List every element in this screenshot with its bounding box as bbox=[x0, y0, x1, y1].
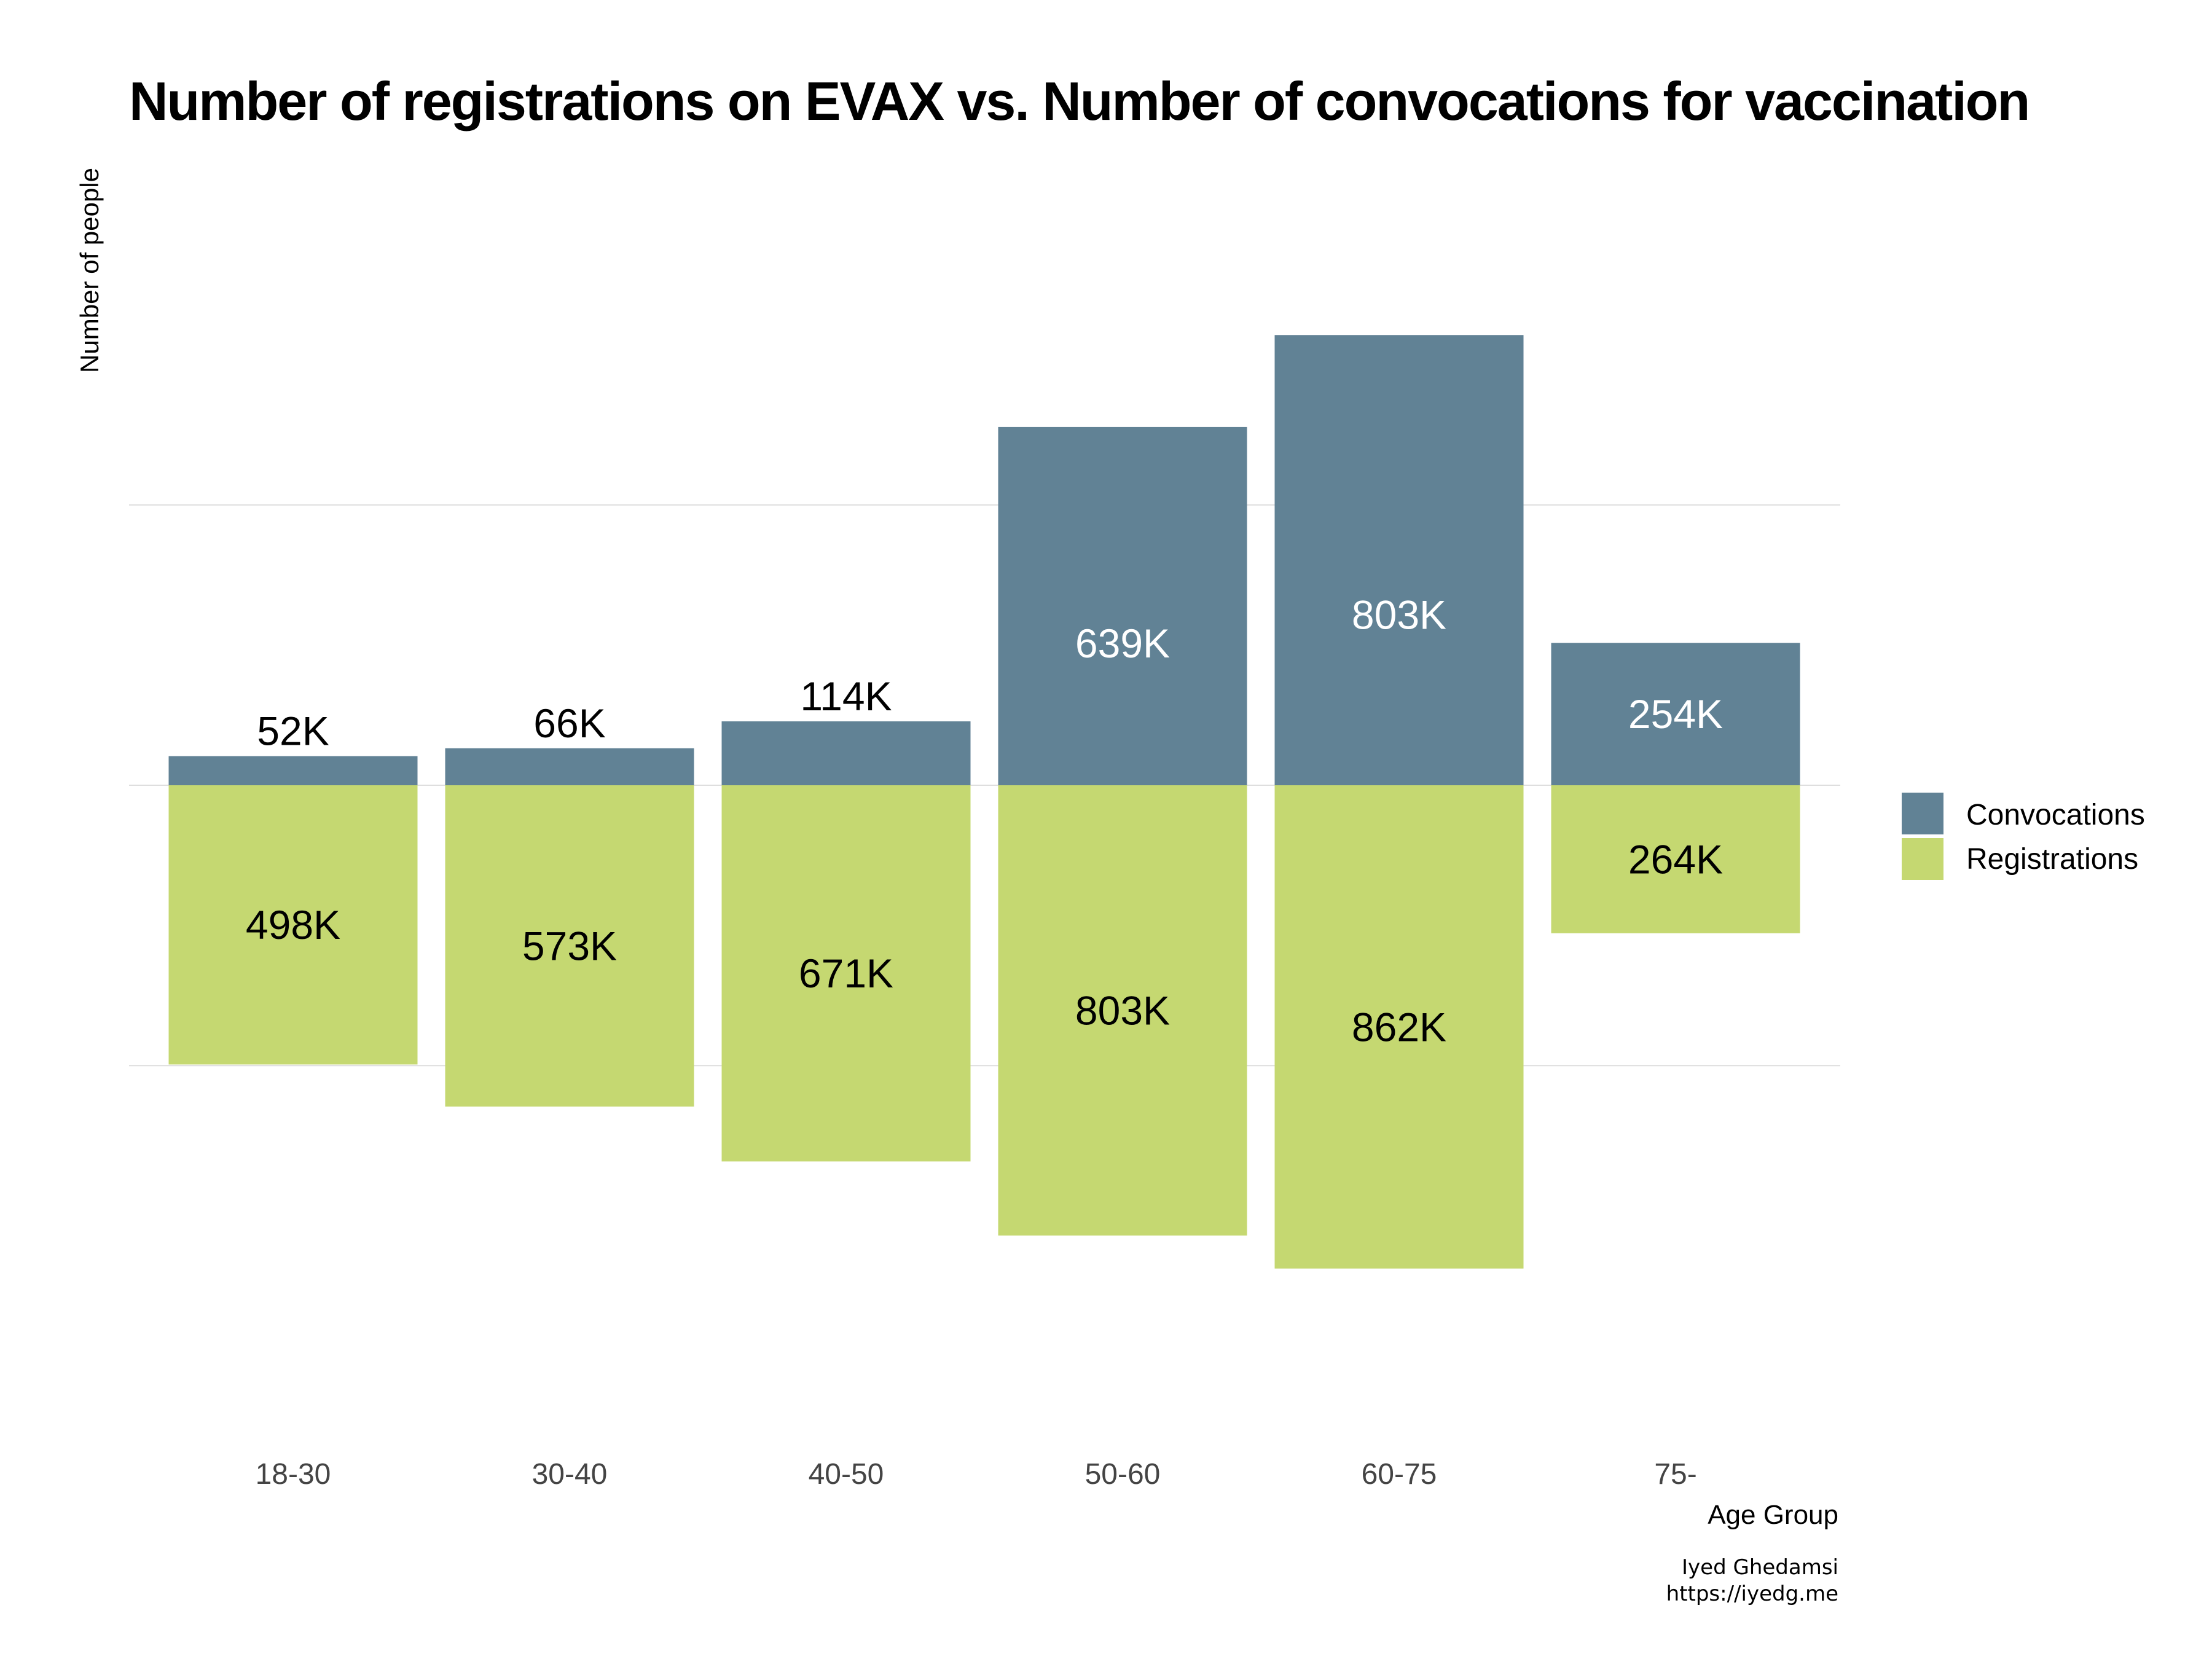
bar-convocations bbox=[998, 426, 1247, 785]
x-tick-label: 50-60 bbox=[1085, 1458, 1161, 1491]
x-tick-label: 60-75 bbox=[1362, 1458, 1437, 1491]
value-label-registrations: 803K bbox=[1075, 987, 1170, 1033]
value-label-convocations: 114K bbox=[800, 673, 892, 719]
bar-registrations bbox=[721, 785, 971, 1162]
value-label-registrations: 573K bbox=[522, 923, 617, 968]
value-label-registrations: 671K bbox=[799, 951, 893, 996]
value-label-convocations: 803K bbox=[1352, 592, 1446, 637]
bar-convocations bbox=[445, 748, 694, 785]
value-label-convocations: 66K bbox=[533, 700, 605, 746]
value-label-convocations: 639K bbox=[1075, 621, 1170, 666]
x-tick-label: 18-30 bbox=[256, 1458, 331, 1491]
x-axis-label: Age Group bbox=[1708, 1500, 1838, 1530]
y-axis-label: Number of people bbox=[75, 168, 104, 373]
caption-author: Iyed Ghedamsi bbox=[1682, 1555, 1838, 1580]
legend-swatch-registrations bbox=[1902, 838, 1943, 880]
bar-registrations bbox=[998, 785, 1247, 1236]
legend: Convocations Registrations bbox=[1902, 793, 2145, 880]
caption-url: https://iyedg.me bbox=[1666, 1582, 1838, 1606]
value-label-registrations: 264K bbox=[1628, 836, 1723, 882]
value-label-registrations: 498K bbox=[246, 902, 340, 947]
legend-swatch-convocations bbox=[1902, 793, 1943, 834]
bar-convocations bbox=[168, 756, 418, 785]
bar-registrations bbox=[445, 785, 694, 1107]
value-labels: 52K 498K 66K 573K 114K 671K 639K 803K 803K 862K 25… bbox=[246, 592, 1723, 1049]
value-label-registrations: 862K bbox=[1352, 1004, 1446, 1049]
bar-registrations bbox=[168, 785, 418, 1065]
chart-title: Number of registrations on EVAX vs. Numb… bbox=[129, 71, 2029, 131]
value-label-convocations: 254K bbox=[1628, 691, 1723, 737]
bar-convocations bbox=[721, 721, 971, 785]
x-tick-labels: 18-30 30-40 40-50 50-60 60-75 75- bbox=[256, 1458, 1697, 1491]
x-tick-label: 40-50 bbox=[809, 1458, 884, 1491]
x-tick-label: 30-40 bbox=[532, 1458, 608, 1491]
bar-registrations bbox=[1551, 785, 1800, 933]
value-label-convocations: 52K bbox=[257, 708, 329, 754]
bar-registrations bbox=[1274, 785, 1524, 1269]
legend-label-convocations: Convocations bbox=[1966, 799, 2145, 831]
bar-convocations bbox=[1551, 643, 1800, 785]
legend-label-registrations: Registrations bbox=[1966, 843, 2138, 876]
bar-convocations bbox=[1274, 335, 1524, 785]
bars bbox=[168, 335, 1800, 1269]
x-tick-label: 75- bbox=[1654, 1458, 1696, 1491]
